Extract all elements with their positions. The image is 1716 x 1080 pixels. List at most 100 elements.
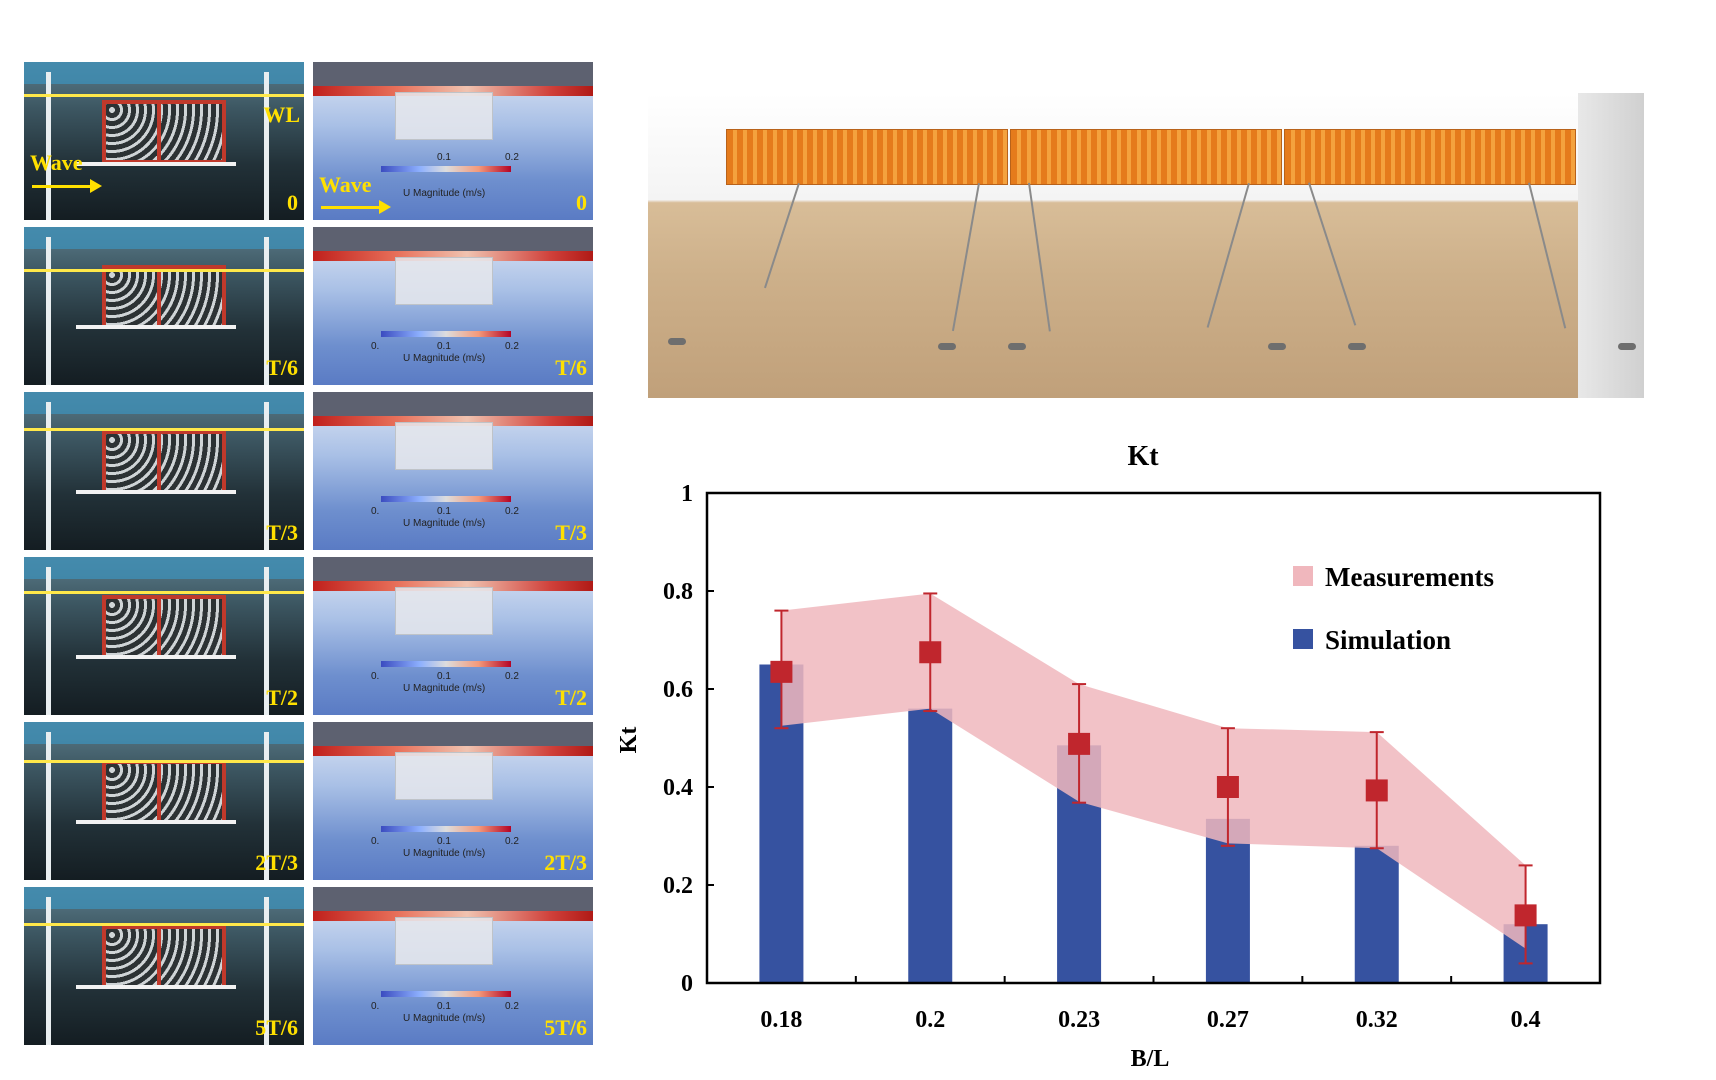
- colorbar-title: U Magnitude (m/s): [403, 1013, 486, 1024]
- free-surface: [313, 746, 593, 756]
- experiment-photo: T/2: [24, 557, 304, 715]
- simulation-snapshot: 0. 0.1 0.2 U Magnitude (m/s) T/6: [313, 227, 593, 385]
- free-surface: [313, 581, 593, 591]
- colorbar-max-label: 0.2: [505, 1001, 519, 1012]
- y-tick-label: 0.6: [663, 677, 693, 703]
- wave-label: Wave: [319, 172, 372, 197]
- measurement-band: [781, 593, 1526, 949]
- breakwater-module-1: [726, 129, 1008, 185]
- measurement-marker: [1514, 904, 1537, 927]
- colorbar-min-label: 0.: [371, 671, 380, 682]
- water-level-line: [24, 760, 304, 763]
- colorbar-title: U Magnitude (m/s): [403, 848, 486, 859]
- breakwater-block: [395, 917, 493, 965]
- colorbar: [381, 166, 511, 172]
- colorbar-mid-label: 0.1: [437, 506, 451, 517]
- mooring-anchor: [1618, 343, 1636, 350]
- simulation-bar: [908, 708, 953, 983]
- photo-time-label: T/6: [266, 355, 298, 380]
- water-level-line: [24, 269, 304, 272]
- y-tick-label: 0.8: [663, 579, 693, 605]
- reference-bar: [76, 985, 236, 989]
- photo-time-label: T/3: [266, 520, 298, 545]
- measurement-marker: [919, 641, 942, 664]
- breakwater-module-2: [1010, 129, 1282, 185]
- colorbar-title: U Magnitude (m/s): [403, 518, 486, 529]
- x-tick-label: 0.4: [1511, 1007, 1541, 1033]
- tank-rail: [24, 227, 304, 249]
- breakwater-model: [102, 265, 226, 329]
- simulation-time-label: T/3: [555, 520, 587, 545]
- simulation-snapshot: 0. 0.1 0.2 U Magnitude (m/s) T/2: [313, 557, 593, 715]
- mooring-anchor: [938, 343, 956, 350]
- reference-bar: [76, 820, 236, 824]
- tank-rail: [24, 722, 304, 744]
- colorbar: [381, 826, 511, 832]
- colorbar-title: U Magnitude (m/s): [403, 353, 486, 364]
- wave-label: Wave: [30, 150, 83, 175]
- free-surface: [313, 416, 593, 426]
- colorbar-max-label: 0.2: [505, 836, 519, 847]
- colorbar: [381, 331, 511, 337]
- breakwater-module-3: [1284, 129, 1576, 185]
- simulation-time-label: T/2: [555, 685, 587, 710]
- simulation-snapshot: 0. 0.1 0.2 U Magnitude (m/s) 2T/3: [313, 722, 593, 880]
- tank-rod: [46, 567, 51, 715]
- colorbar: [381, 496, 511, 502]
- breakwater-3d-render: [648, 93, 1644, 398]
- colorbar-min-label: 0.: [371, 1001, 380, 1012]
- model-divider: [157, 925, 161, 989]
- legend-label-simulation: Simulation: [1325, 625, 1451, 655]
- legend-swatch-simulation: [1293, 629, 1313, 649]
- simulation-snapshot: 0. 0.1 0.2 U Magnitude (m/s) T/3: [313, 392, 593, 550]
- breakwater-model: [102, 925, 226, 989]
- wave-direction-arrow: [321, 200, 391, 214]
- photo-time-label: T/2: [266, 685, 298, 710]
- photo-time-label: 2T/3: [255, 850, 298, 875]
- simulation-time-label: 5T/6: [544, 1015, 587, 1040]
- water-level-line: [24, 923, 304, 926]
- breakwater-block: [395, 587, 493, 635]
- experiment-photo: 0 WL Wave: [24, 62, 304, 220]
- mooring-anchor: [668, 338, 686, 345]
- simulation-snapshot: 0.1 0.2 U Magnitude (m/s) 0 Wave: [313, 62, 593, 220]
- colorbar-min-label: 0.: [371, 341, 380, 352]
- measurement-marker: [1068, 732, 1091, 755]
- model-divider: [157, 265, 161, 329]
- tank-rod: [264, 237, 269, 385]
- legend-swatch-measurements: [1293, 566, 1313, 586]
- measurement-marker: [1216, 776, 1239, 798]
- simulation-time-label: T/6: [555, 355, 587, 380]
- breakwater-block: [395, 422, 493, 470]
- reference-bar: [76, 162, 236, 166]
- wave-direction-arrow: [32, 179, 102, 193]
- tank-rod: [46, 897, 51, 1045]
- legend: Measurements Simulation: [1293, 562, 1494, 655]
- water-level-line: [24, 428, 304, 431]
- tank-rod: [46, 402, 51, 550]
- mooring-anchor: [1008, 343, 1026, 350]
- x-tick-label: 0.23: [1058, 1007, 1100, 1033]
- x-tick-label: 0.2: [915, 1007, 945, 1033]
- colorbar-max-label: 0.2: [505, 341, 519, 352]
- photo-time-label: 0: [287, 190, 298, 215]
- colorbar-mid-label: 0.1: [437, 671, 451, 682]
- colorbar-max-label: 0.2: [505, 152, 519, 163]
- measurement-marker: [770, 660, 793, 683]
- free-surface: [313, 251, 593, 261]
- tank-rod: [46, 732, 51, 880]
- water-level-line: [24, 591, 304, 594]
- colorbar-max-label: 0.2: [505, 671, 519, 682]
- breakwater-block: [395, 752, 493, 800]
- simulation-snapshot: 0. 0.1 0.2 U Magnitude (m/s) 5T/6: [313, 887, 593, 1045]
- colorbar-max-label: 0.2: [505, 506, 519, 517]
- colorbar-mid-label: 0.1: [437, 1001, 451, 1012]
- simulation-time-label: 0: [576, 190, 587, 215]
- reference-bar: [76, 325, 236, 329]
- simulation-time-label: 2T/3: [544, 850, 587, 875]
- colorbar-title: U Magnitude (m/s): [403, 683, 486, 694]
- experiment-photo: 2T/3: [24, 722, 304, 880]
- breakwater-block: [395, 257, 493, 305]
- free-surface: [313, 86, 593, 96]
- y-axis-label: Kt: [616, 727, 642, 754]
